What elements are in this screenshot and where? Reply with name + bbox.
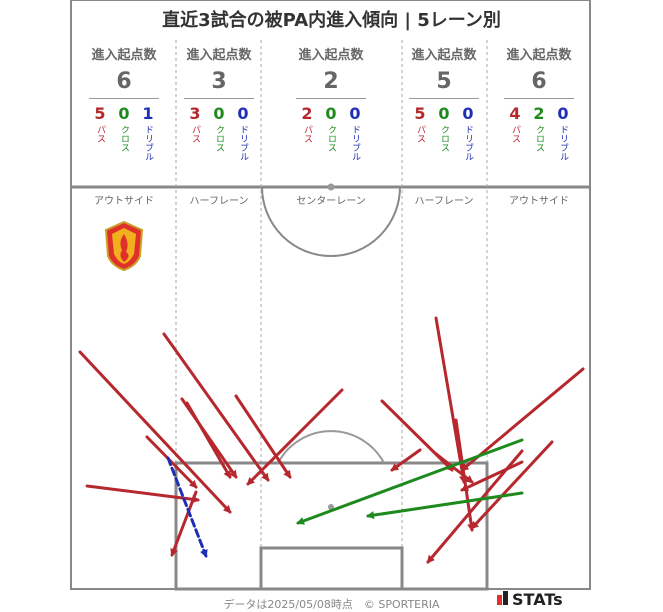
footer-note: データは2025/05/08時点 © SPORTERIA — [223, 598, 440, 611]
brand-text: STATs — [512, 590, 563, 609]
cross-count: 0 — [325, 104, 337, 123]
lane-total: 5 — [436, 69, 452, 94]
lane-total: 6 — [531, 69, 547, 94]
pass-arrow — [470, 440, 554, 530]
cross-arrow — [366, 491, 524, 520]
lane-header-label: 進入起点数 — [298, 48, 364, 63]
lane-header-half-right: 進入起点数 5 5 パス 0 クロス 0 ドリブル — [403, 44, 485, 161]
pass-arrow — [185, 401, 232, 479]
goal-area — [259, 546, 404, 591]
penalty-spot — [328, 504, 334, 510]
lane-header-center: 進入起点数 2 2 パス 0 クロス 0 ドリブル — [262, 44, 400, 161]
pass-arrow — [234, 394, 292, 479]
pass-count: 2 — [301, 104, 313, 123]
dribble-label: ドリブル — [463, 125, 473, 161]
chart-title: 直近3試合の被PA内進入傾向 | 5レーン別 — [162, 10, 501, 31]
lane-name-outside-right: アウトサイド — [509, 196, 569, 207]
cross-label: クロス — [439, 125, 449, 152]
pass-count: 5 — [414, 104, 426, 123]
pass-label: パス — [95, 125, 105, 143]
dribble-label: ドリブル — [238, 125, 248, 161]
arrows-layer — [78, 316, 585, 564]
dribble-count: 0 — [237, 104, 249, 123]
pass-arrow — [434, 316, 467, 484]
lane-name-center: センターレーン — [296, 196, 366, 207]
pass-arrow — [145, 435, 198, 489]
pass-arrow — [78, 350, 232, 514]
dribble-count: 0 — [557, 104, 569, 123]
dribble-count: 1 — [142, 104, 154, 123]
lane-total: 2 — [323, 69, 339, 94]
cross-count: 2 — [533, 104, 545, 123]
cross-label: クロス — [326, 125, 336, 152]
pass-arrow — [433, 451, 474, 484]
pass-count: 5 — [94, 104, 106, 123]
penalty-area — [174, 461, 489, 591]
pass-label: パス — [415, 125, 425, 143]
club-crest — [104, 220, 144, 272]
dribble-label: ドリブル — [143, 125, 153, 161]
lane-header-label: 進入起点数 — [411, 48, 477, 63]
cross-arrow — [296, 438, 524, 525]
pass-arrow — [390, 448, 422, 472]
pass-count: 3 — [189, 104, 201, 123]
center-circle — [261, 186, 401, 257]
cross-label: クロス — [119, 125, 129, 152]
lane-name-outside-left: アウトサイド — [94, 196, 154, 207]
lane-header-half-left: 進入起点数 3 3 パス 0 クロス 0 ドリブル — [178, 44, 260, 161]
pass-count: 4 — [509, 104, 521, 123]
pass-label: パス — [510, 125, 520, 143]
cross-label: クロス — [534, 125, 544, 152]
lane-header-label: 進入起点数 — [186, 48, 252, 63]
brand-mark-icon — [497, 595, 502, 605]
lane-name-half-left: ハーフレーン — [189, 196, 249, 207]
cross-count: 0 — [438, 104, 450, 123]
dribble-label: ドリブル — [558, 125, 568, 161]
pass-arrow — [170, 490, 198, 557]
cross-label: クロス — [214, 125, 224, 152]
lane-total: 6 — [116, 69, 132, 94]
pass-arrow — [162, 332, 270, 482]
dribble-arrow — [166, 456, 208, 558]
pass-arrow — [460, 460, 524, 492]
brand-logo: STATs — [497, 590, 563, 609]
lane-header-outside-left: 進入起点数 6 5 パス 0 クロス 1 ドリブル — [78, 44, 170, 161]
cross-count: 0 — [118, 104, 130, 123]
cross-count: 0 — [213, 104, 225, 123]
pass-label: パス — [190, 125, 200, 143]
dribble-label: ドリブル — [350, 125, 360, 161]
dribble-count: 0 — [462, 104, 474, 123]
lane-header-outside-right: 進入起点数 6 4 パス 2 クロス 0 ドリブル — [493, 44, 585, 161]
center-spot — [327, 183, 335, 191]
lane-total: 3 — [211, 69, 227, 94]
dribble-count: 0 — [349, 104, 361, 123]
pass-label: パス — [302, 125, 312, 143]
pass-arrow — [85, 484, 200, 504]
lane-header-label: 進入起点数 — [506, 48, 572, 63]
penalty-arc — [277, 430, 385, 464]
lane-header-label: 進入起点数 — [91, 48, 157, 63]
brand-mark-icon — [503, 591, 508, 605]
pass-arrow — [246, 388, 344, 486]
lane-name-half-right: ハーフレーン — [414, 196, 474, 207]
